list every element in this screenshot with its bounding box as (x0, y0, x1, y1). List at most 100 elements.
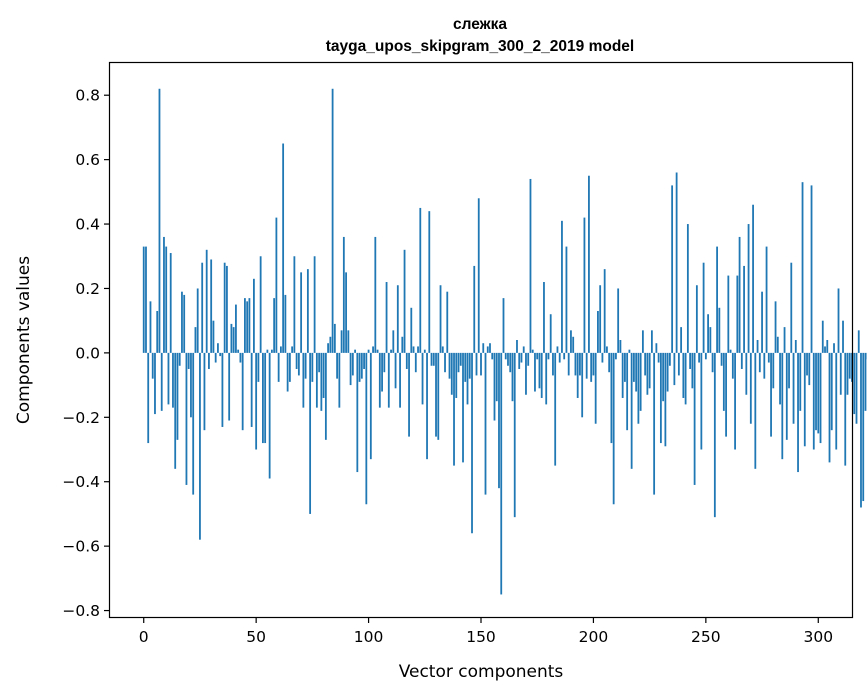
x-tick-label: 250 (691, 628, 721, 646)
bar (395, 353, 397, 388)
bar (374, 237, 376, 353)
bar (545, 353, 547, 405)
bar (372, 346, 374, 352)
y-tick-label: 0.8 (75, 87, 100, 105)
bar (759, 353, 761, 372)
bar (152, 353, 154, 379)
bar (541, 353, 543, 398)
bar (426, 353, 428, 459)
bar (379, 353, 381, 408)
bar (494, 353, 496, 421)
bar (215, 353, 217, 363)
bar (201, 263, 203, 353)
bar (392, 330, 394, 353)
bar (471, 353, 473, 533)
bar (213, 321, 215, 353)
bar (345, 272, 347, 353)
bar (156, 311, 158, 353)
bar (696, 285, 698, 353)
bar (507, 353, 509, 366)
bar (815, 353, 817, 430)
bar (204, 353, 206, 430)
bar (460, 353, 462, 366)
bar (554, 353, 556, 466)
bar (824, 346, 826, 352)
x-tick-label: 200 (579, 628, 609, 646)
bar (602, 353, 604, 363)
bar (716, 247, 718, 353)
bar (590, 353, 592, 382)
bar (208, 353, 210, 369)
bar (222, 353, 224, 427)
bar (842, 321, 844, 353)
bar (617, 288, 619, 352)
bar (689, 353, 691, 369)
bar (644, 353, 646, 376)
bar (147, 353, 149, 443)
bar (640, 353, 642, 411)
bar (338, 353, 340, 408)
bar (750, 353, 752, 424)
bar (678, 353, 680, 376)
bar (516, 340, 518, 353)
bar (736, 276, 738, 353)
bar (235, 305, 237, 353)
bar (343, 237, 345, 353)
bar (862, 353, 864, 501)
bar (309, 353, 311, 514)
bar (188, 353, 190, 369)
bar (822, 321, 824, 353)
bar (712, 353, 714, 372)
bar (626, 353, 628, 430)
bar (718, 308, 720, 353)
bar (849, 353, 851, 379)
x-tick-label: 300 (803, 628, 833, 646)
bar (687, 224, 689, 353)
bar (820, 353, 822, 443)
bar (431, 353, 433, 366)
bar (323, 353, 325, 398)
bar (206, 250, 208, 353)
bar (761, 292, 763, 353)
bar (606, 346, 608, 352)
bar (325, 353, 327, 440)
bar (383, 353, 385, 372)
bar (440, 285, 442, 353)
bar (563, 353, 565, 359)
bar (352, 353, 354, 376)
bar (662, 353, 664, 401)
y-tick-label: −0.6 (62, 538, 100, 556)
bar (199, 353, 201, 540)
bar (451, 353, 453, 395)
bar (790, 263, 792, 353)
bar (588, 176, 590, 353)
bar (363, 353, 365, 369)
bar (763, 353, 765, 379)
bar (347, 330, 349, 353)
bar (399, 353, 401, 408)
bar (356, 353, 358, 472)
bar (572, 337, 574, 353)
bar (768, 353, 770, 363)
bar (698, 353, 700, 363)
bar (381, 353, 383, 392)
bar (835, 353, 837, 450)
bar (159, 89, 161, 353)
bar (568, 353, 570, 376)
bar (595, 353, 597, 424)
bar (442, 346, 444, 352)
bar (258, 353, 260, 382)
bar (284, 295, 286, 353)
bar (469, 353, 471, 379)
bar (462, 353, 464, 463)
bar (336, 353, 338, 379)
bar (145, 247, 147, 353)
bar (680, 327, 682, 353)
bar (359, 353, 361, 382)
bar (673, 353, 675, 385)
bar (705, 353, 707, 359)
bar (341, 330, 343, 353)
bar (404, 250, 406, 353)
bar (327, 343, 329, 353)
